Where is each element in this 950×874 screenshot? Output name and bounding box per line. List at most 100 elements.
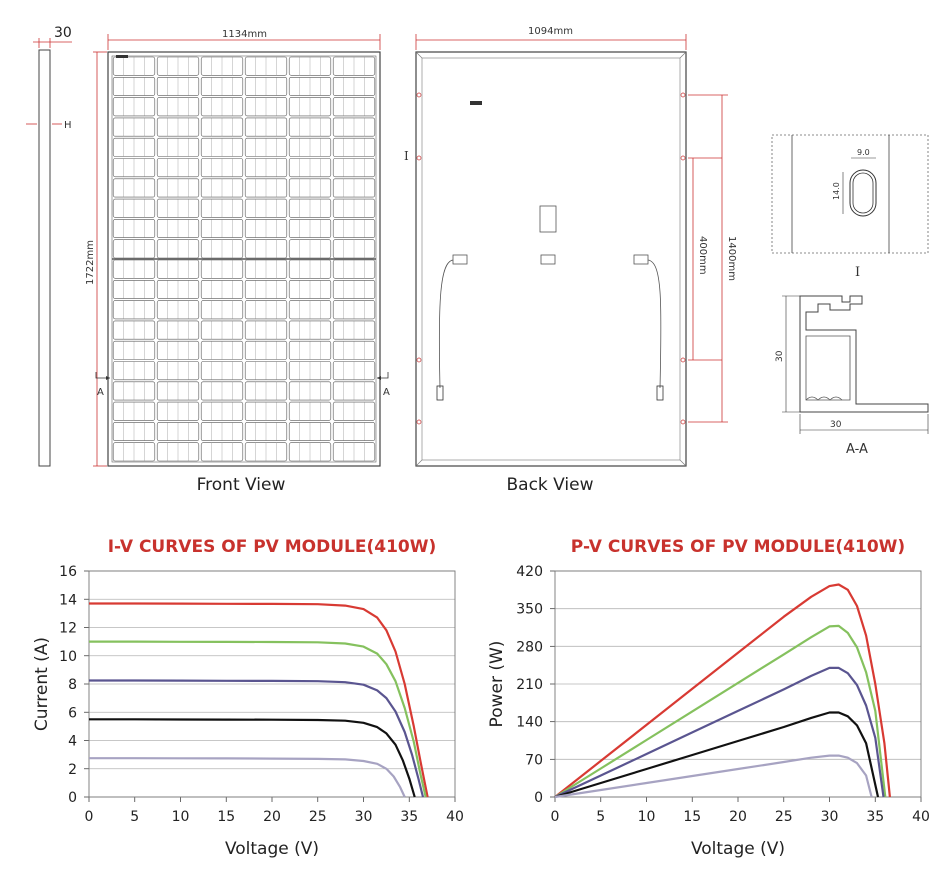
- chart-title: I-V CURVES OF PV MODULE(410W): [108, 537, 437, 557]
- x-tick-label: 30: [821, 809, 839, 825]
- series-line: [89, 718, 416, 798]
- back-view: I 1094mm 400mm 1400mm Back View: [404, 26, 737, 495]
- profile-width-label: 30: [830, 420, 842, 430]
- side-h-label: H: [64, 120, 72, 131]
- y-tick-label: 10: [59, 649, 77, 665]
- y-tick-label: 2: [68, 762, 77, 778]
- x-tick-label: 35: [866, 809, 884, 825]
- y-tick-label: 6: [68, 705, 77, 721]
- x-tick-label: 25: [309, 809, 327, 825]
- hole-width-label: 9.0: [857, 148, 870, 157]
- y-tick-label: 420: [516, 564, 543, 580]
- x-tick-label: 30: [355, 809, 373, 825]
- x-tick-label: 25: [775, 809, 793, 825]
- x-axis-label: Voltage (V): [225, 839, 319, 859]
- x-tick-label: 20: [263, 809, 281, 825]
- back-corner-tl: [415, 51, 423, 59]
- frame-profile: [799, 295, 929, 413]
- chart-title: P-V CURVES OF PV MODULE(410W): [571, 537, 905, 557]
- x-tick-label: 15: [217, 809, 235, 825]
- detail-i: 9.0 14.0 I: [771, 134, 929, 280]
- x-tick-label: 40: [912, 809, 930, 825]
- iv-curve-chart: I-V CURVES OF PV MODULE(410W) 0 2 4 6 8 10 12 14…: [32, 537, 464, 859]
- x-tick-label: 10: [638, 809, 656, 825]
- y-axis-label: Current (A): [32, 637, 52, 731]
- side-frame: [38, 49, 51, 467]
- series-line: [89, 757, 406, 798]
- mounting-slot-inner: [852, 172, 874, 214]
- section-arrow-right: [377, 376, 381, 380]
- back-mounting-holes: [416, 92, 686, 425]
- x-tick-label: 20: [729, 809, 747, 825]
- y-axis-label: Power (W): [487, 641, 507, 728]
- x-tick-label: 0: [551, 809, 560, 825]
- front-view-caption: Front View: [197, 475, 286, 495]
- detail-i-label: I: [855, 265, 860, 280]
- section-marker-right: A: [383, 387, 390, 398]
- y-tick-label: 140: [516, 715, 543, 731]
- hole-height-label: 14.0: [832, 182, 841, 200]
- back-corner-br: [679, 459, 687, 467]
- front-height-label: 1722mm: [85, 240, 96, 285]
- detail-i-frame: [771, 134, 929, 254]
- back-frame: [415, 51, 687, 467]
- junction-box-right: [633, 254, 649, 265]
- side-width-label: 30: [54, 25, 72, 41]
- y-tick-label: 16: [59, 564, 77, 580]
- y-tick-label: 70: [525, 752, 543, 768]
- y-tick-label: 4: [68, 734, 77, 750]
- series-line: [89, 640, 427, 798]
- back-corner-bl: [415, 459, 423, 467]
- series-line: [554, 583, 891, 798]
- plot-frame: [88, 570, 456, 798]
- x-tick-label: 35: [400, 809, 418, 825]
- series-line: [554, 624, 887, 798]
- connector-right: [656, 385, 664, 401]
- front-view: 1134mm 1722mm A A Front View: [85, 29, 390, 495]
- junction-box-middle: [540, 254, 556, 265]
- section-marker-left-line: [95, 372, 110, 379]
- x-tick-label: 10: [172, 809, 190, 825]
- y-tick-label: 210: [516, 677, 543, 693]
- back-400-label: 400mm: [697, 236, 708, 275]
- cable-right: [647, 259, 662, 389]
- plot-frame: [554, 570, 922, 798]
- series-line: [89, 602, 429, 798]
- y-tick-label: 0: [534, 790, 543, 806]
- cable-left: [438, 259, 454, 389]
- back-1400-label: 1400mm: [726, 236, 737, 281]
- y-tick-label: 14: [59, 592, 77, 608]
- front-width-label: 1134mm: [222, 29, 267, 40]
- series-line: [554, 666, 885, 798]
- x-tick-label: 40: [446, 809, 464, 825]
- pv-curve-chart: P-V CURVES OF PV MODULE(410W) 0 70 140 210 28…: [487, 537, 930, 859]
- junction-box-left: [452, 254, 468, 265]
- back-label-strip: [470, 101, 482, 105]
- front-cell-grid: [112, 56, 376, 462]
- x-tick-label: 5: [130, 809, 139, 825]
- back-view-caption: Back View: [506, 475, 593, 495]
- y-tick-label: 0: [68, 790, 77, 806]
- section-marker-left: A: [97, 387, 104, 398]
- y-tick-label: 280: [516, 639, 543, 655]
- series-line: [554, 711, 880, 799]
- y-tick-label: 8: [68, 677, 77, 693]
- series-line: [89, 679, 425, 798]
- front-label-strip: [116, 55, 128, 58]
- section-arrow-left: [106, 376, 110, 380]
- section-a-a-label: A-A: [846, 442, 868, 457]
- mounting-slot-outer: [849, 169, 877, 217]
- back-detail-marker: I: [404, 149, 409, 163]
- series-line: [554, 754, 873, 799]
- x-tick-label: 0: [85, 809, 94, 825]
- side-view: 30 H: [26, 25, 72, 467]
- profile-height-label: 30: [775, 350, 785, 362]
- frame-profile-ribs: [805, 396, 843, 401]
- y-tick-label: 12: [59, 621, 77, 637]
- back-corner-tr: [679, 51, 687, 59]
- connector-left: [436, 385, 444, 401]
- back-nameplate: [539, 205, 557, 233]
- y-tick-label: 350: [516, 602, 543, 618]
- x-tick-label: 15: [683, 809, 701, 825]
